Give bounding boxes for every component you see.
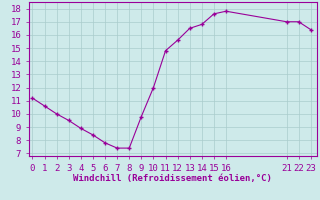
X-axis label: Windchill (Refroidissement éolien,°C): Windchill (Refroidissement éolien,°C) [73, 174, 272, 183]
